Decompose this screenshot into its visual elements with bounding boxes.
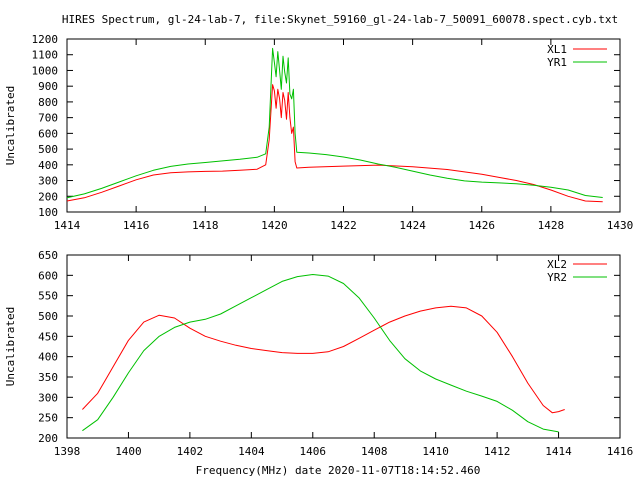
y-axis-label: Uncalibrated [4, 307, 17, 386]
bottom-panel: 1398 1400 1402 1404 1406 1408 1410 1412 1414 1416… [4, 249, 633, 458]
x-tick-label: 1404 [238, 445, 265, 458]
y-tick-label: 400 [38, 159, 58, 172]
x-tick-label: 1410 [422, 445, 449, 458]
top-panel: 1414 1416 1418 1420 1422 1424 1426 1428 1430 100 2… [4, 33, 633, 232]
x-tick-label: 1422 [330, 219, 357, 232]
x-axis-label: Frequency(MHz) date 2020-11-07T18:14:52.… [196, 464, 481, 477]
y-tick-label: 800 [38, 96, 58, 109]
x-tick-label: 1414 [54, 219, 81, 232]
plot-frame [66, 254, 621, 439]
y-tick-label: 200 [38, 432, 58, 445]
x-tick-label: 1402 [177, 445, 204, 458]
x-tick-label: 1400 [115, 445, 142, 458]
y-tick-label: 900 [38, 80, 58, 93]
x-tick-label: 1416 [607, 445, 634, 458]
legend-label: YR1 [547, 56, 567, 69]
y-tick-label: 300 [38, 391, 58, 404]
y-tick-label: 500 [38, 143, 58, 156]
x-tick-label: 1414 [545, 445, 572, 458]
series-line-yr1 [66, 47, 603, 199]
y-tick-label: 1200 [32, 33, 59, 46]
x-tick-label: 1408 [361, 445, 388, 458]
x-tick-label: 1428 [538, 219, 565, 232]
y-tick-label: 350 [38, 371, 58, 384]
series-line-xl2 [82, 305, 565, 414]
x-tick-label: 1406 [300, 445, 327, 458]
y-tick-label: 1100 [32, 49, 59, 62]
legend-label: YR2 [547, 271, 567, 284]
figure-title: HIRES Spectrum, gl-24-lab-7, file:Skynet… [62, 13, 618, 26]
y-axis-label: Uncalibrated [4, 86, 17, 165]
y-tick-label: 400 [38, 351, 58, 364]
x-tick-label: 1420 [261, 219, 288, 232]
y-tick-label: 550 [38, 290, 58, 303]
x-tick-label: 1398 [54, 445, 81, 458]
x-tick-label: 1418 [192, 219, 219, 232]
legend-label: XL1 [547, 43, 567, 56]
y-tick-label: 600 [38, 127, 58, 140]
x-tick-label: 1424 [399, 219, 426, 232]
y-tick-label: 100 [38, 206, 58, 219]
x-tick-label: 1412 [484, 445, 511, 458]
series-line-yr2 [82, 274, 559, 433]
y-tick-label: 600 [38, 269, 58, 282]
y-tick-label: 1000 [32, 64, 59, 77]
y-tick-label: 250 [38, 412, 58, 425]
series-line-xl1 [66, 84, 603, 203]
x-tick-label: 1416 [123, 219, 150, 232]
y-tick-label: 300 [38, 175, 58, 188]
y-tick-label: 500 [38, 310, 58, 323]
x-tick-label: 1426 [469, 219, 496, 232]
y-tick-label: 450 [38, 330, 58, 343]
legend-label: XL2 [547, 258, 567, 271]
x-tick-label: 1430 [607, 219, 634, 232]
y-tick-label: 700 [38, 112, 58, 125]
y-tick-label: 200 [38, 190, 58, 203]
y-tick-label: 650 [38, 249, 58, 262]
